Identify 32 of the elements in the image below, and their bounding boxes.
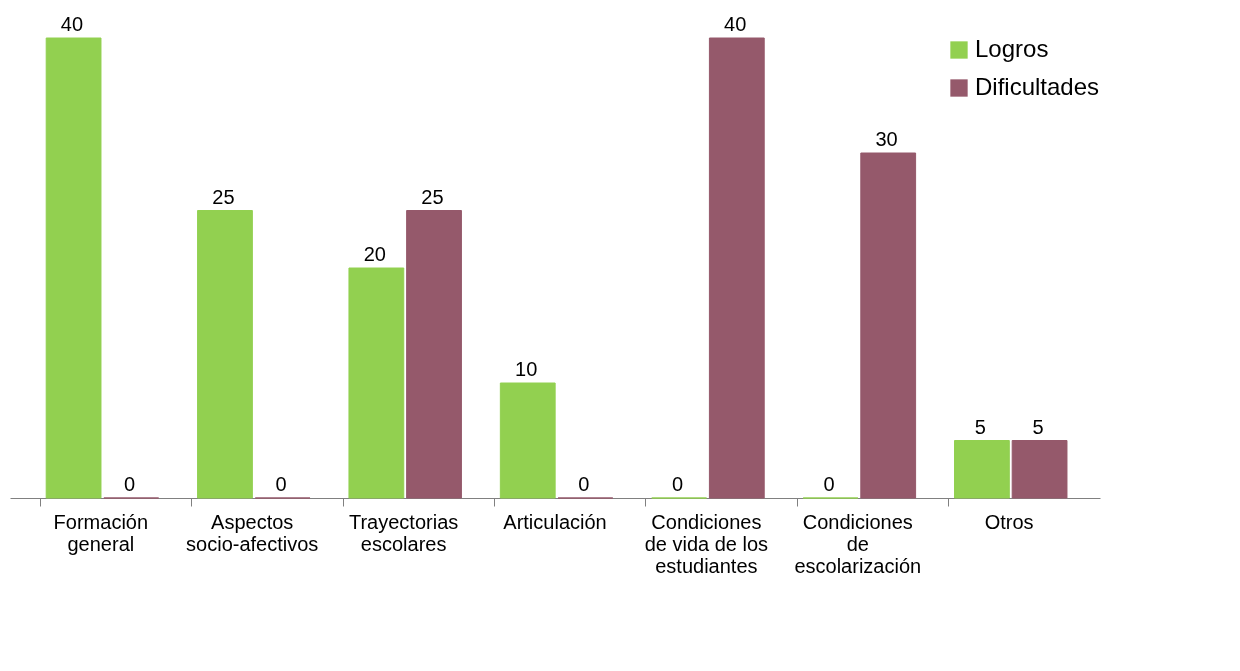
data-label: 0: [671, 473, 684, 495]
data-label: 10: [515, 358, 538, 380]
x-tick-label: Condiciones de escolarización: [794, 510, 922, 577]
data-label: 0: [823, 473, 835, 495]
data-label: 5: [974, 415, 986, 438]
data-label: 40: [60, 13, 84, 35]
legend-label: Logros: [975, 35, 1049, 62]
x-tick-label: Articulación: [503, 510, 607, 533]
legend-label: Dificultades: [975, 73, 1100, 100]
bar: [954, 440, 1010, 499]
data-label: 0: [275, 473, 287, 495]
bar: [406, 210, 462, 499]
data-label: 5: [1032, 415, 1044, 438]
data-label: 30: [875, 128, 898, 150]
data-label: 0: [124, 473, 136, 495]
bar: [197, 210, 253, 499]
data-label: 40: [724, 13, 747, 35]
x-tick-label: Formación general: [53, 510, 149, 555]
bar: [499, 382, 556, 499]
x-tick-label: Trayectorias escolares: [348, 510, 459, 555]
data-label: 25: [212, 185, 235, 208]
data-label: 25: [421, 185, 444, 208]
bar: [708, 37, 765, 499]
bar: [348, 267, 405, 499]
data-label: 0: [578, 473, 590, 495]
x-tick-label: Aspectos socio-afectivos: [186, 510, 319, 555]
bar: [45, 37, 102, 499]
data-label: 20: [363, 243, 386, 265]
bar: [1011, 440, 1068, 499]
x-tick-label: Otros: [984, 510, 1034, 533]
bar: [860, 152, 917, 499]
x-tick-label: Condiciones de vida de los estudiantes: [644, 510, 769, 577]
